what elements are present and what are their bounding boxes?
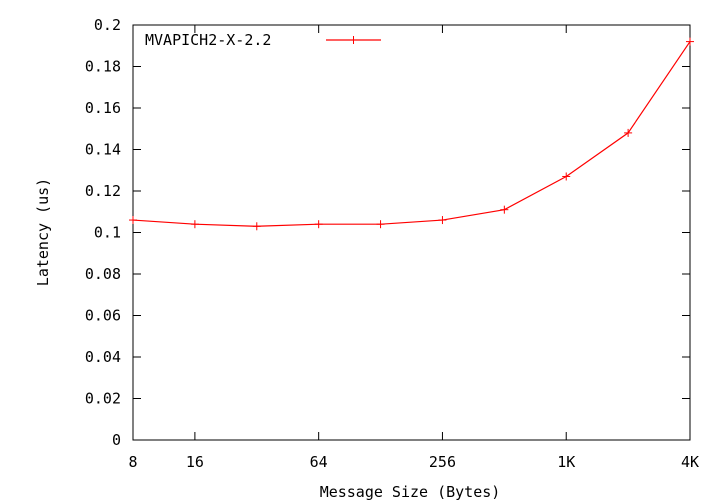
legend-marker: [349, 36, 358, 44]
x-axis-title: Message Size (Bytes): [320, 483, 501, 501]
data-point-marker: [686, 37, 694, 46]
y-tick-label: 0.14: [85, 141, 121, 159]
y-tick-label: 0.04: [85, 348, 121, 366]
y-tick-label: 0.02: [85, 390, 121, 408]
x-tick-label: 256: [429, 453, 456, 471]
series-line: [132, 41, 691, 227]
x-tick-label: 16: [186, 453, 204, 471]
data-point-marker: [190, 220, 199, 229]
y-axis-title: Latency (us): [34, 178, 52, 286]
y-tick-label: 0.06: [85, 307, 121, 325]
data-point-marker: [438, 216, 447, 225]
data-point-marker: [129, 216, 137, 225]
data-point-marker: [500, 205, 509, 214]
y-tick-label: 0.16: [85, 99, 121, 117]
y-tick-label: 0: [112, 431, 121, 449]
data-point-marker: [376, 220, 385, 229]
y-axis: 0 0.02 0.04 0.06 0.08 0.1 0.12 0.14 0.16 0.18 0.2: [85, 16, 690, 449]
y-tick-label: 0.18: [85, 58, 121, 76]
x-tick-label: 64: [310, 453, 328, 471]
x-tick-label: 4K: [681, 453, 699, 471]
y-tick-label: 0.2: [94, 16, 121, 34]
y-tick-label: 0.12: [85, 182, 121, 200]
legend-label: MVAPICH2-X-2.2: [145, 31, 271, 49]
data-point-marker: [314, 220, 323, 229]
x-tick-label: 1K: [557, 453, 575, 471]
y-tick-label: 0.08: [85, 265, 121, 283]
legend: MVAPICH2-X-2.2: [145, 31, 381, 49]
x-tick-label: 8: [128, 453, 137, 471]
data-point-marker: [624, 128, 633, 137]
x-axis: 8 16 64 256 1K 4K: [128, 25, 699, 471]
data-point-marker: [252, 222, 261, 231]
plot-frame: [132, 24, 691, 441]
data-point-marker: [562, 172, 571, 181]
series-layer: [129, 37, 694, 231]
y-tick-label: 0.1: [94, 224, 121, 242]
